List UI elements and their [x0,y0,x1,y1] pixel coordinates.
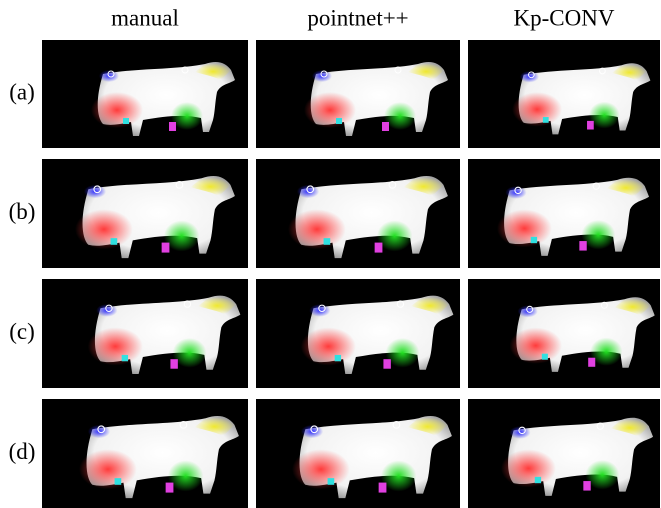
row-label: (d) [9,439,36,464]
row-label: (a) [9,79,35,104]
row-label: (b) [9,199,36,224]
row-label: (c) [9,319,35,344]
column-header: manual [111,5,179,30]
figure: manual pointnet++ Kp-CONV (a) (b) (c) (d) [0,0,661,508]
column-header: pointnet++ [307,5,408,30]
column-header: Kp-CONV [514,5,615,30]
